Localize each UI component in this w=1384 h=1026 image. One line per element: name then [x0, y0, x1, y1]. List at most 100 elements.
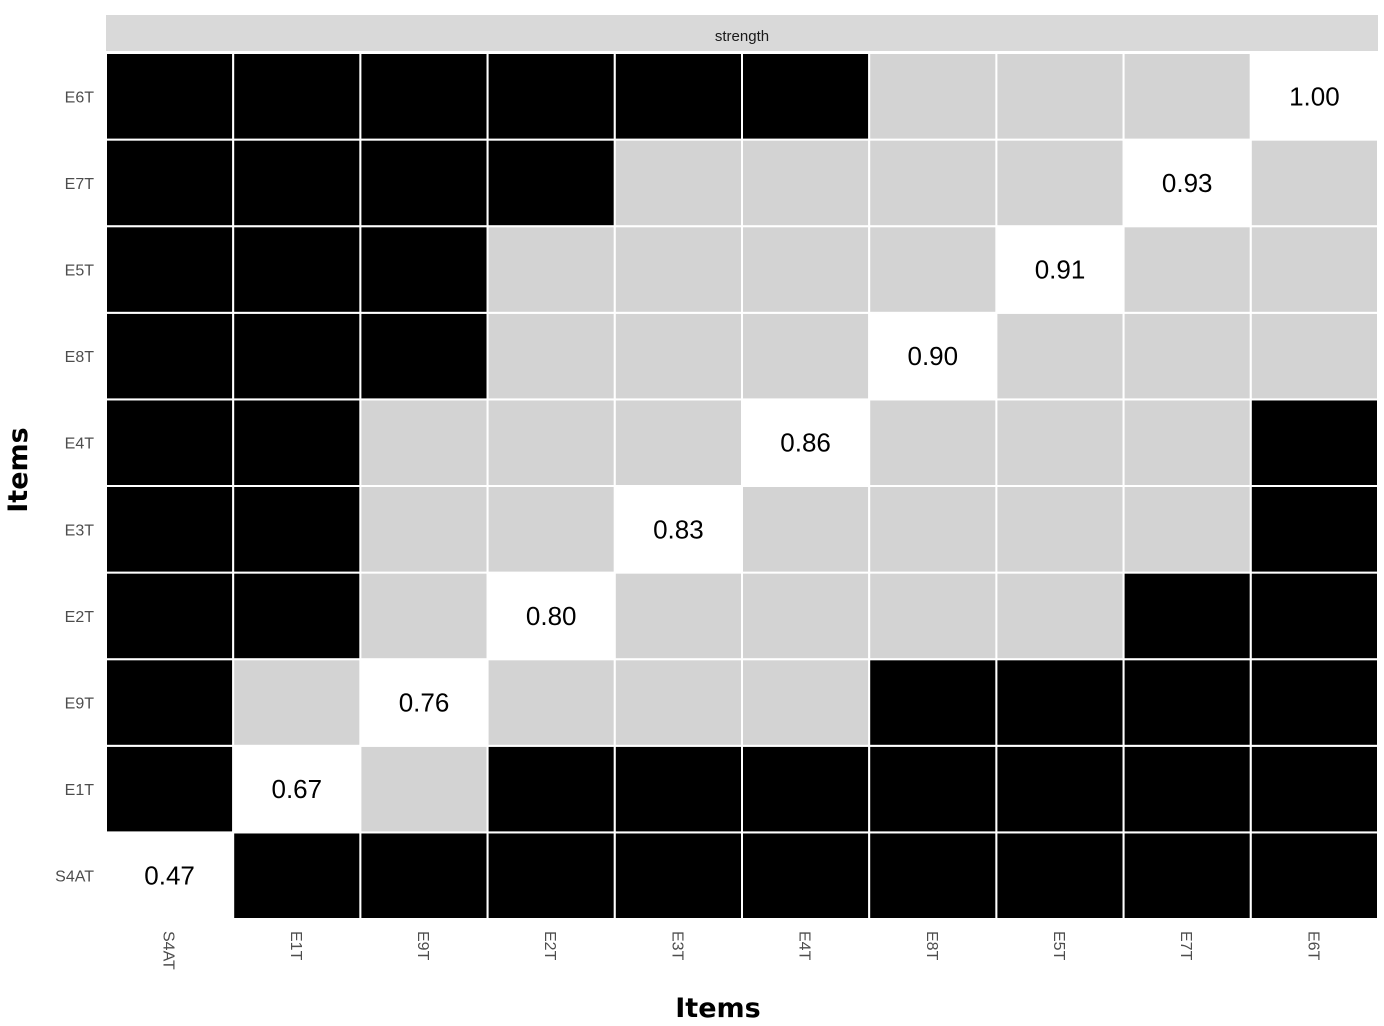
x-tick-label-E3T: E3T [668, 931, 685, 961]
cell-E9T-E1T [232, 658, 362, 747]
cell-E6T-E6T [1249, 52, 1380, 141]
cell-E7T-E4T [741, 138, 871, 228]
cell-S4AT-E4T [741, 831, 871, 921]
y-axis-ticks: S4AT E1T E9T E2T E3T E4T E8T E5T E7T E6T [55, 89, 94, 885]
cell-E8T-E5T [995, 311, 1125, 401]
cell-S4AT-E9T [359, 831, 489, 921]
cell-E4T-E7T [1122, 398, 1252, 487]
x-tick-label-E8T: E8T [923, 931, 940, 961]
cell-E9T-S4AT [105, 658, 235, 747]
cell-S4AT-E1T [232, 831, 362, 921]
cell-E2T-E4T [741, 571, 871, 661]
x-tick-label-E6T: E6T [1304, 931, 1321, 961]
cell-E5T-E3T [613, 225, 743, 314]
cell-E6T-E7T [1122, 52, 1252, 141]
cell-E6T-E4T [741, 52, 871, 141]
x-tick-label-E9T: E9T [414, 931, 431, 961]
cell-E7T-E1T [232, 138, 362, 228]
x-axis-title: Items [675, 993, 760, 1024]
y-tick-label-E7T: E7T [65, 176, 95, 193]
cell-E4T-E3T [613, 398, 743, 487]
cell-E4T-E4T [741, 398, 871, 487]
cell-E1T-E1T [232, 744, 362, 834]
cell-E6T-E5T [995, 52, 1125, 141]
cell-S4AT-S4AT [105, 831, 235, 921]
x-tick-label-E5T: E5T [1050, 931, 1067, 961]
cell-E4T-E8T [868, 398, 998, 487]
cell-E4T-E1T [232, 398, 362, 487]
heatmap-cells [105, 52, 1380, 921]
cell-value-label-E8T: 0.90 [907, 341, 958, 371]
cell-E7T-S4AT [105, 138, 235, 228]
cell-E2T-E7T [1122, 571, 1252, 661]
cell-E1T-E3T [613, 744, 743, 834]
cell-E9T-E4T [741, 658, 871, 747]
x-axis-ticks: S4AT E1T E9T E2T E3T E4T E8T E5T E7T E6T [160, 931, 1322, 970]
cell-E5T-S4AT [105, 225, 235, 314]
cell-E3T-E4T [741, 485, 871, 574]
x-tick-label-E4T: E4T [796, 931, 813, 961]
y-tick-label-E9T: E9T [65, 696, 95, 713]
cell-E2T-E3T [613, 571, 743, 661]
cell-E3T-E7T [1122, 485, 1252, 574]
cell-E4T-E9T [359, 398, 489, 487]
cell-E3T-E9T [359, 485, 489, 574]
cell-E9T-E2T [486, 658, 616, 747]
x-tick-label-S4AT: S4AT [160, 931, 177, 970]
cell-E5T-E9T [359, 225, 489, 314]
cell-E9T-E6T [1249, 658, 1380, 747]
cell-E6T-S4AT [105, 52, 235, 141]
cell-E1T-E7T [1122, 744, 1252, 834]
cell-E9T-E5T [995, 658, 1125, 747]
cell-E4T-E5T [995, 398, 1125, 487]
cell-E3T-E8T [868, 485, 998, 574]
cell-E7T-E5T [995, 138, 1125, 228]
cell-E8T-E2T [486, 311, 616, 401]
cell-S4AT-E7T [1122, 831, 1252, 921]
cell-E6T-E8T [868, 52, 998, 141]
cell-E3T-E6T [1249, 485, 1380, 574]
cell-E2T-S4AT [105, 571, 235, 661]
y-axis-title: Items [3, 427, 34, 512]
cell-E1T-E8T [868, 744, 998, 834]
cell-E8T-E3T [613, 311, 743, 401]
cell-E4T-S4AT [105, 398, 235, 487]
cell-E1T-E9T [359, 744, 489, 834]
cell-E5T-E2T [486, 225, 616, 314]
cell-E5T-E1T [232, 225, 362, 314]
cell-S4AT-E2T [486, 831, 616, 921]
cell-E8T-E6T [1249, 311, 1380, 401]
cell-S4AT-E8T [868, 831, 998, 921]
cell-value-label-S4AT: 0.47 [144, 861, 195, 891]
cell-E7T-E6T [1249, 138, 1380, 228]
y-tick-label-E3T: E3T [65, 522, 95, 539]
cell-E1T-E5T [995, 744, 1125, 834]
x-tick-label-E2T: E2T [541, 931, 558, 961]
cell-E8T-E1T [232, 311, 362, 401]
cell-E2T-E9T [359, 571, 489, 661]
y-tick-label-E8T: E8T [65, 349, 95, 366]
x-tick-label-E1T: E1T [287, 931, 304, 961]
cell-E4T-E6T [1249, 398, 1380, 487]
cell-E8T-E9T [359, 311, 489, 401]
y-tick-label-E6T: E6T [65, 89, 95, 106]
cell-E5T-E5T [995, 225, 1125, 314]
cell-value-label-E9T: 0.76 [399, 688, 450, 718]
cell-S4AT-E3T [613, 831, 743, 921]
cell-value-label-E7T: 0.93 [1162, 168, 1213, 198]
cell-E7T-E8T [868, 138, 998, 228]
cell-E1T-E6T [1249, 744, 1380, 834]
y-tick-label-E4T: E4T [65, 436, 95, 453]
cell-E6T-E1T [232, 52, 362, 141]
cell-E8T-E4T [741, 311, 871, 401]
cell-E3T-E1T [232, 485, 362, 574]
cell-S4AT-E5T [995, 831, 1125, 921]
cell-E2T-E8T [868, 571, 998, 661]
cell-S4AT-E6T [1249, 831, 1380, 921]
cell-E3T-E2T [486, 485, 616, 574]
cell-E2T-E1T [232, 571, 362, 661]
y-tick-label-E2T: E2T [65, 609, 95, 626]
cell-E9T-E3T [613, 658, 743, 747]
cell-E6T-E9T [359, 52, 489, 141]
cell-E8T-E7T [1122, 311, 1252, 401]
